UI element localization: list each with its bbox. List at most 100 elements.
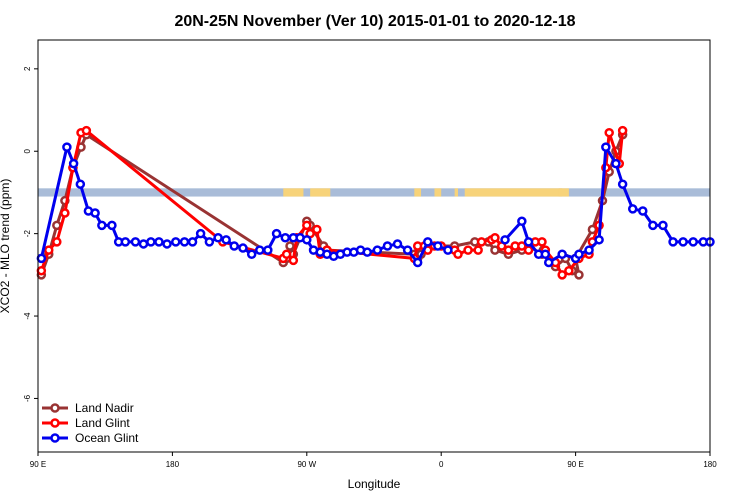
ocean-glint-part2-point bbox=[557, 249, 567, 259]
ocean-glint-part2-point bbox=[500, 235, 510, 245]
ocean-glint-point bbox=[171, 237, 181, 247]
x-tick-label: 90 E bbox=[567, 460, 583, 469]
ocean-glint-part2-point bbox=[594, 235, 604, 245]
map-band bbox=[38, 188, 710, 197]
land-glint-point bbox=[60, 208, 70, 218]
ocean-glint-point bbox=[433, 241, 443, 251]
ocean-glint-point bbox=[187, 237, 198, 247]
land-glint-point bbox=[604, 127, 614, 138]
ocean-glint-point bbox=[90, 208, 100, 218]
ocean-glint-part2-point bbox=[648, 220, 658, 231]
ocean-glint-point bbox=[362, 247, 373, 257]
ocean-glint-point bbox=[238, 243, 248, 253]
legend-ocean-glint-marker bbox=[50, 433, 60, 443]
ocean-glint-point bbox=[382, 241, 393, 251]
ocean-glint-part2-point bbox=[611, 158, 621, 169]
ocean-glint-point bbox=[204, 237, 215, 247]
map-band-land bbox=[283, 188, 304, 197]
land-nadir-point bbox=[490, 245, 500, 255]
y-tick-label: -6 bbox=[23, 394, 32, 402]
chart-title: 20N-25N November (Ver 10) 2015-01-01 to … bbox=[174, 13, 575, 30]
ocean-glint-point bbox=[246, 249, 257, 259]
ocean-glint-point bbox=[179, 237, 190, 247]
land-glint-point bbox=[617, 125, 628, 136]
ocean-glint-point bbox=[372, 245, 383, 255]
map-band-land bbox=[414, 188, 422, 197]
x-tick-label: 180 bbox=[703, 460, 717, 469]
map-band-land bbox=[434, 188, 442, 197]
ocean-glint-point bbox=[36, 253, 47, 264]
y-axis-label: XCO2 - MLO trend (ppm) bbox=[0, 179, 12, 314]
plot-frame bbox=[37, 39, 711, 453]
x-tick-label: 90 W bbox=[297, 460, 316, 469]
ocean-glint-part2-point bbox=[584, 245, 594, 255]
ocean-glint-point bbox=[154, 237, 164, 247]
land-glint-point bbox=[476, 237, 487, 247]
land-glint-point bbox=[463, 245, 473, 255]
ocean-glint-point bbox=[62, 142, 72, 152]
ocean-glint-part2-point bbox=[678, 237, 688, 247]
ocean-glint-point bbox=[195, 228, 206, 239]
land-nadir-point bbox=[285, 241, 295, 251]
ocean-glint-part2-point bbox=[601, 142, 611, 152]
ocean-glint-point bbox=[402, 245, 413, 255]
legend-land-nadir-label: Land Nadir bbox=[75, 401, 134, 415]
ocean-glint-point bbox=[392, 239, 403, 249]
ocean-glint-point bbox=[443, 245, 453, 255]
ocean-glint-part2-point bbox=[627, 204, 638, 214]
ocean-glint-part2-point bbox=[517, 216, 527, 227]
x-axis: 90 E 180 90 W 0 90 E 180 bbox=[30, 452, 717, 469]
ocean-glint-part2-point bbox=[668, 237, 678, 247]
ocean-glint-part2-point bbox=[658, 220, 668, 231]
ocean-glint-part2-point bbox=[543, 257, 554, 268]
ocean-glint-point bbox=[280, 233, 291, 243]
ocean-glint-point bbox=[68, 158, 79, 169]
ocean-glint-part2-point bbox=[617, 179, 628, 189]
ocean-glint-part2-point bbox=[574, 249, 584, 259]
y-axis: 2 0 -2 -4 -6 bbox=[23, 66, 38, 402]
land-glint-point bbox=[503, 245, 514, 255]
ocean-glint-part2-point bbox=[540, 249, 551, 259]
y-tick-label: 0 bbox=[23, 148, 32, 153]
x-axis-label: Longitude bbox=[348, 477, 401, 491]
land-glint-point bbox=[537, 237, 547, 247]
ocean-glint-point bbox=[75, 179, 86, 189]
ocean-glint-point bbox=[423, 237, 433, 247]
ocean-glint-point bbox=[97, 220, 107, 231]
land-glint-point bbox=[81, 125, 92, 136]
ocean-glint-point bbox=[255, 245, 265, 255]
y-tick-label: -4 bbox=[23, 312, 32, 320]
ocean-glint-point bbox=[146, 237, 156, 247]
x-tick-label: 180 bbox=[166, 460, 180, 469]
ocean-glint-point bbox=[120, 237, 131, 247]
land-glint-point bbox=[302, 220, 312, 231]
land-glint-point bbox=[473, 245, 483, 255]
ocean-glint-point bbox=[138, 239, 149, 249]
land-glint-point bbox=[453, 249, 463, 259]
legend-land-glint-marker bbox=[50, 418, 60, 428]
land-nadir-point bbox=[574, 270, 584, 280]
land-glint-point bbox=[281, 249, 292, 259]
ocean-glint-point bbox=[229, 241, 239, 251]
y-tick-label: -2 bbox=[23, 230, 32, 238]
legend-land-glint-label: Land Glint bbox=[75, 416, 130, 430]
land-glint-point bbox=[288, 255, 299, 266]
ocean-glint-point bbox=[213, 233, 223, 243]
ocean-glint-point bbox=[130, 237, 141, 247]
ocean-glint-point bbox=[263, 245, 273, 255]
land-glint-point bbox=[44, 245, 54, 255]
land-glint-point bbox=[36, 265, 47, 276]
y-tick-label: 2 bbox=[23, 66, 32, 71]
map-band-land bbox=[454, 188, 458, 197]
map-band-land bbox=[310, 188, 331, 197]
legend-land-nadir-marker bbox=[50, 403, 60, 413]
land-glint-point bbox=[312, 224, 322, 235]
land-glint-point bbox=[517, 241, 527, 251]
x-tick-label: 0 bbox=[439, 460, 444, 469]
map-band-ocean bbox=[38, 188, 710, 197]
ocean-glint-point bbox=[221, 235, 231, 245]
ocean-glint-part2-point bbox=[638, 206, 648, 216]
x-tick-label: 90 E bbox=[30, 460, 46, 469]
ocean-glint-point bbox=[271, 228, 282, 239]
